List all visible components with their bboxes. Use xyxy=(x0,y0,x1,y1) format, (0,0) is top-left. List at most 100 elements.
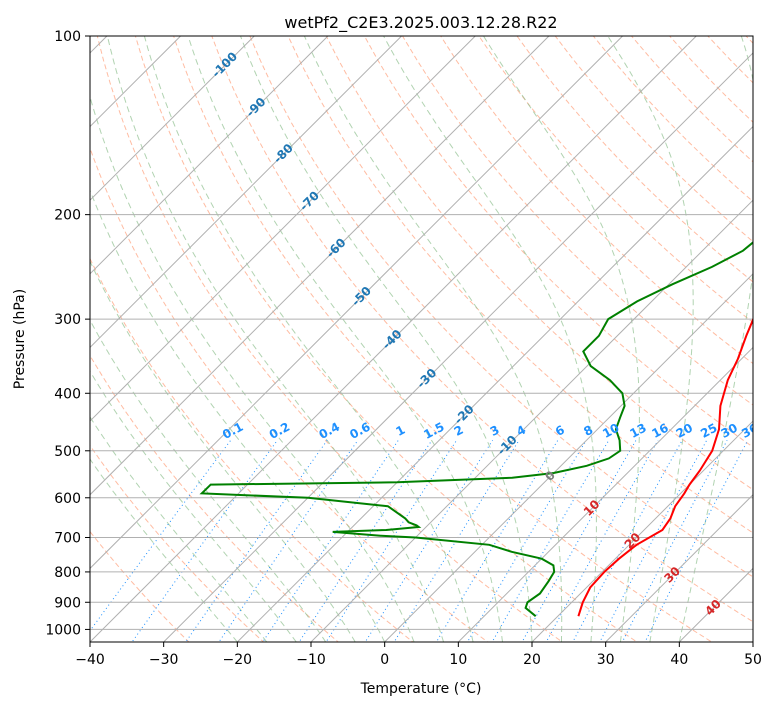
x-tick-label: −40 xyxy=(75,652,105,668)
moist-adiabat-line xyxy=(90,189,386,642)
isotherm-line xyxy=(90,36,329,275)
mixing-ratio-line xyxy=(644,440,749,642)
chart-title: wetPf2_C2E3.2025.003.12.28.R22 xyxy=(284,13,557,33)
moist-adiabat-line xyxy=(383,36,597,642)
moist-adiabat-line xyxy=(106,36,445,642)
moist-adiabat-line xyxy=(90,458,238,642)
isotherm-line xyxy=(310,199,753,642)
moist-adiabat-line xyxy=(607,36,694,642)
dry-adiabat-line xyxy=(96,36,564,642)
dry-adiabat-line xyxy=(90,530,190,642)
dry-adiabat-line xyxy=(287,36,753,534)
x-tick-label: −20 xyxy=(223,652,253,668)
isotherm-line xyxy=(457,346,753,642)
dry-adiabat-line xyxy=(90,444,265,642)
x-tick-label: 40 xyxy=(670,652,688,668)
mixing-ratio-label: 10 xyxy=(600,421,621,441)
dry-adiabat-line xyxy=(766,0,775,654)
moist-adiabat-line xyxy=(303,36,563,642)
dry-adiabat-line xyxy=(745,36,753,44)
y-tick-label: 700 xyxy=(54,531,81,547)
x-tick-label: 50 xyxy=(744,652,762,668)
mixing-ratio-line xyxy=(491,440,610,642)
mixing-ratio-label: 36 xyxy=(739,421,760,441)
isotherm-line xyxy=(90,36,476,422)
moist-adiabat-line xyxy=(483,36,640,642)
mixing-ratio-label: 0.2 xyxy=(267,420,292,442)
y-axis-ticks: 100 200 300 400 500 600 700 800 900 1000 xyxy=(45,29,90,638)
temperature-series-line xyxy=(577,317,753,617)
pressure-gridlines xyxy=(90,36,753,630)
dry-adiabat-line xyxy=(249,36,753,578)
moist-adiabat-line xyxy=(240,36,533,642)
mixing-ratio-line xyxy=(90,439,232,632)
mixing-ratio-label: 16 xyxy=(649,421,670,441)
isotherm-line xyxy=(90,36,697,642)
dry-adiabat-line xyxy=(363,36,753,448)
x-tick-label: 30 xyxy=(597,652,615,668)
isotherm-line xyxy=(384,273,753,642)
dry-adiabats xyxy=(90,0,775,654)
isotherm-label: -100 xyxy=(209,49,240,80)
y-tick-label: 100 xyxy=(54,29,81,45)
y-tick-label: 200 xyxy=(54,208,81,224)
dry-adiabat-line xyxy=(401,36,753,406)
isotherm-label: -60 xyxy=(323,235,348,260)
moist-adiabat-line xyxy=(143,36,474,642)
mixing-ratio-label: 13 xyxy=(627,421,648,441)
x-tick-label: 20 xyxy=(523,652,541,668)
dry-adiabat-line xyxy=(325,36,753,491)
mixing-ratio-label: 0.1 xyxy=(220,420,245,442)
y-tick-label: 300 xyxy=(54,312,81,328)
isotherm-line xyxy=(531,420,753,642)
x-tick-label: −10 xyxy=(296,652,326,668)
moist-adiabat-line xyxy=(90,94,415,642)
plot-frame xyxy=(89,35,754,643)
y-tick-label: 800 xyxy=(54,565,81,581)
mixing-ratio-line xyxy=(131,440,278,642)
y-axis-label: Pressure (hPa) xyxy=(12,289,28,389)
x-axis-ticks: −40 −30 −20 −10 0 10 20 30 40 50 xyxy=(75,642,762,668)
mixing-ratio-line xyxy=(545,440,659,642)
y-tick-label: 500 xyxy=(54,444,81,460)
isotherm-label: -20 xyxy=(452,402,477,427)
isotherm-label: 40 xyxy=(702,597,724,619)
moist-adiabats xyxy=(90,36,753,642)
x-tick-label: 10 xyxy=(449,652,467,668)
mixing-ratio-line xyxy=(599,440,708,642)
y-tick-label: 400 xyxy=(54,386,81,402)
isotherm-line xyxy=(605,494,753,642)
mixing-ratio-line xyxy=(364,440,494,642)
mixing-ratio-line xyxy=(572,440,683,642)
plot-area: -100-90-80-70-60-50-40-30-20-10010203040… xyxy=(90,0,775,654)
mixing-ratio-line xyxy=(621,440,728,642)
x-tick-label: −30 xyxy=(149,652,179,668)
y-tick-label: 900 xyxy=(54,595,81,611)
dry-adiabat-line xyxy=(668,36,753,123)
dry-adiabat-line xyxy=(90,146,489,642)
isotherm-line xyxy=(90,36,255,201)
mixing-ratio-line xyxy=(262,440,399,642)
moist-adiabat-line xyxy=(90,370,297,642)
moist-adiabat-line xyxy=(187,36,503,642)
dry-adiabat-line xyxy=(211,36,753,623)
mixing-ratio-line xyxy=(298,440,433,642)
isotherm-line xyxy=(236,125,753,642)
moist-adiabat-line xyxy=(90,319,327,642)
dry-adiabat-line xyxy=(90,257,414,642)
y-tick-label: 600 xyxy=(54,491,81,507)
dry-adiabat-line xyxy=(707,36,753,84)
mixing-ratio-label: 8 xyxy=(581,423,595,439)
isotherm-line xyxy=(90,36,550,496)
isotherm-line xyxy=(90,36,402,349)
dry-adiabat-line xyxy=(478,36,753,324)
mixing-ratio-label: 20 xyxy=(674,421,695,441)
dry-adiabat-line xyxy=(173,36,713,642)
dewpoint-series-line xyxy=(199,241,753,617)
dry-adiabat-line xyxy=(630,36,753,163)
isotherm-line xyxy=(752,641,753,642)
mixing-ratio-label: 25 xyxy=(698,421,719,441)
mixing-ratio-label: 6 xyxy=(553,423,567,439)
